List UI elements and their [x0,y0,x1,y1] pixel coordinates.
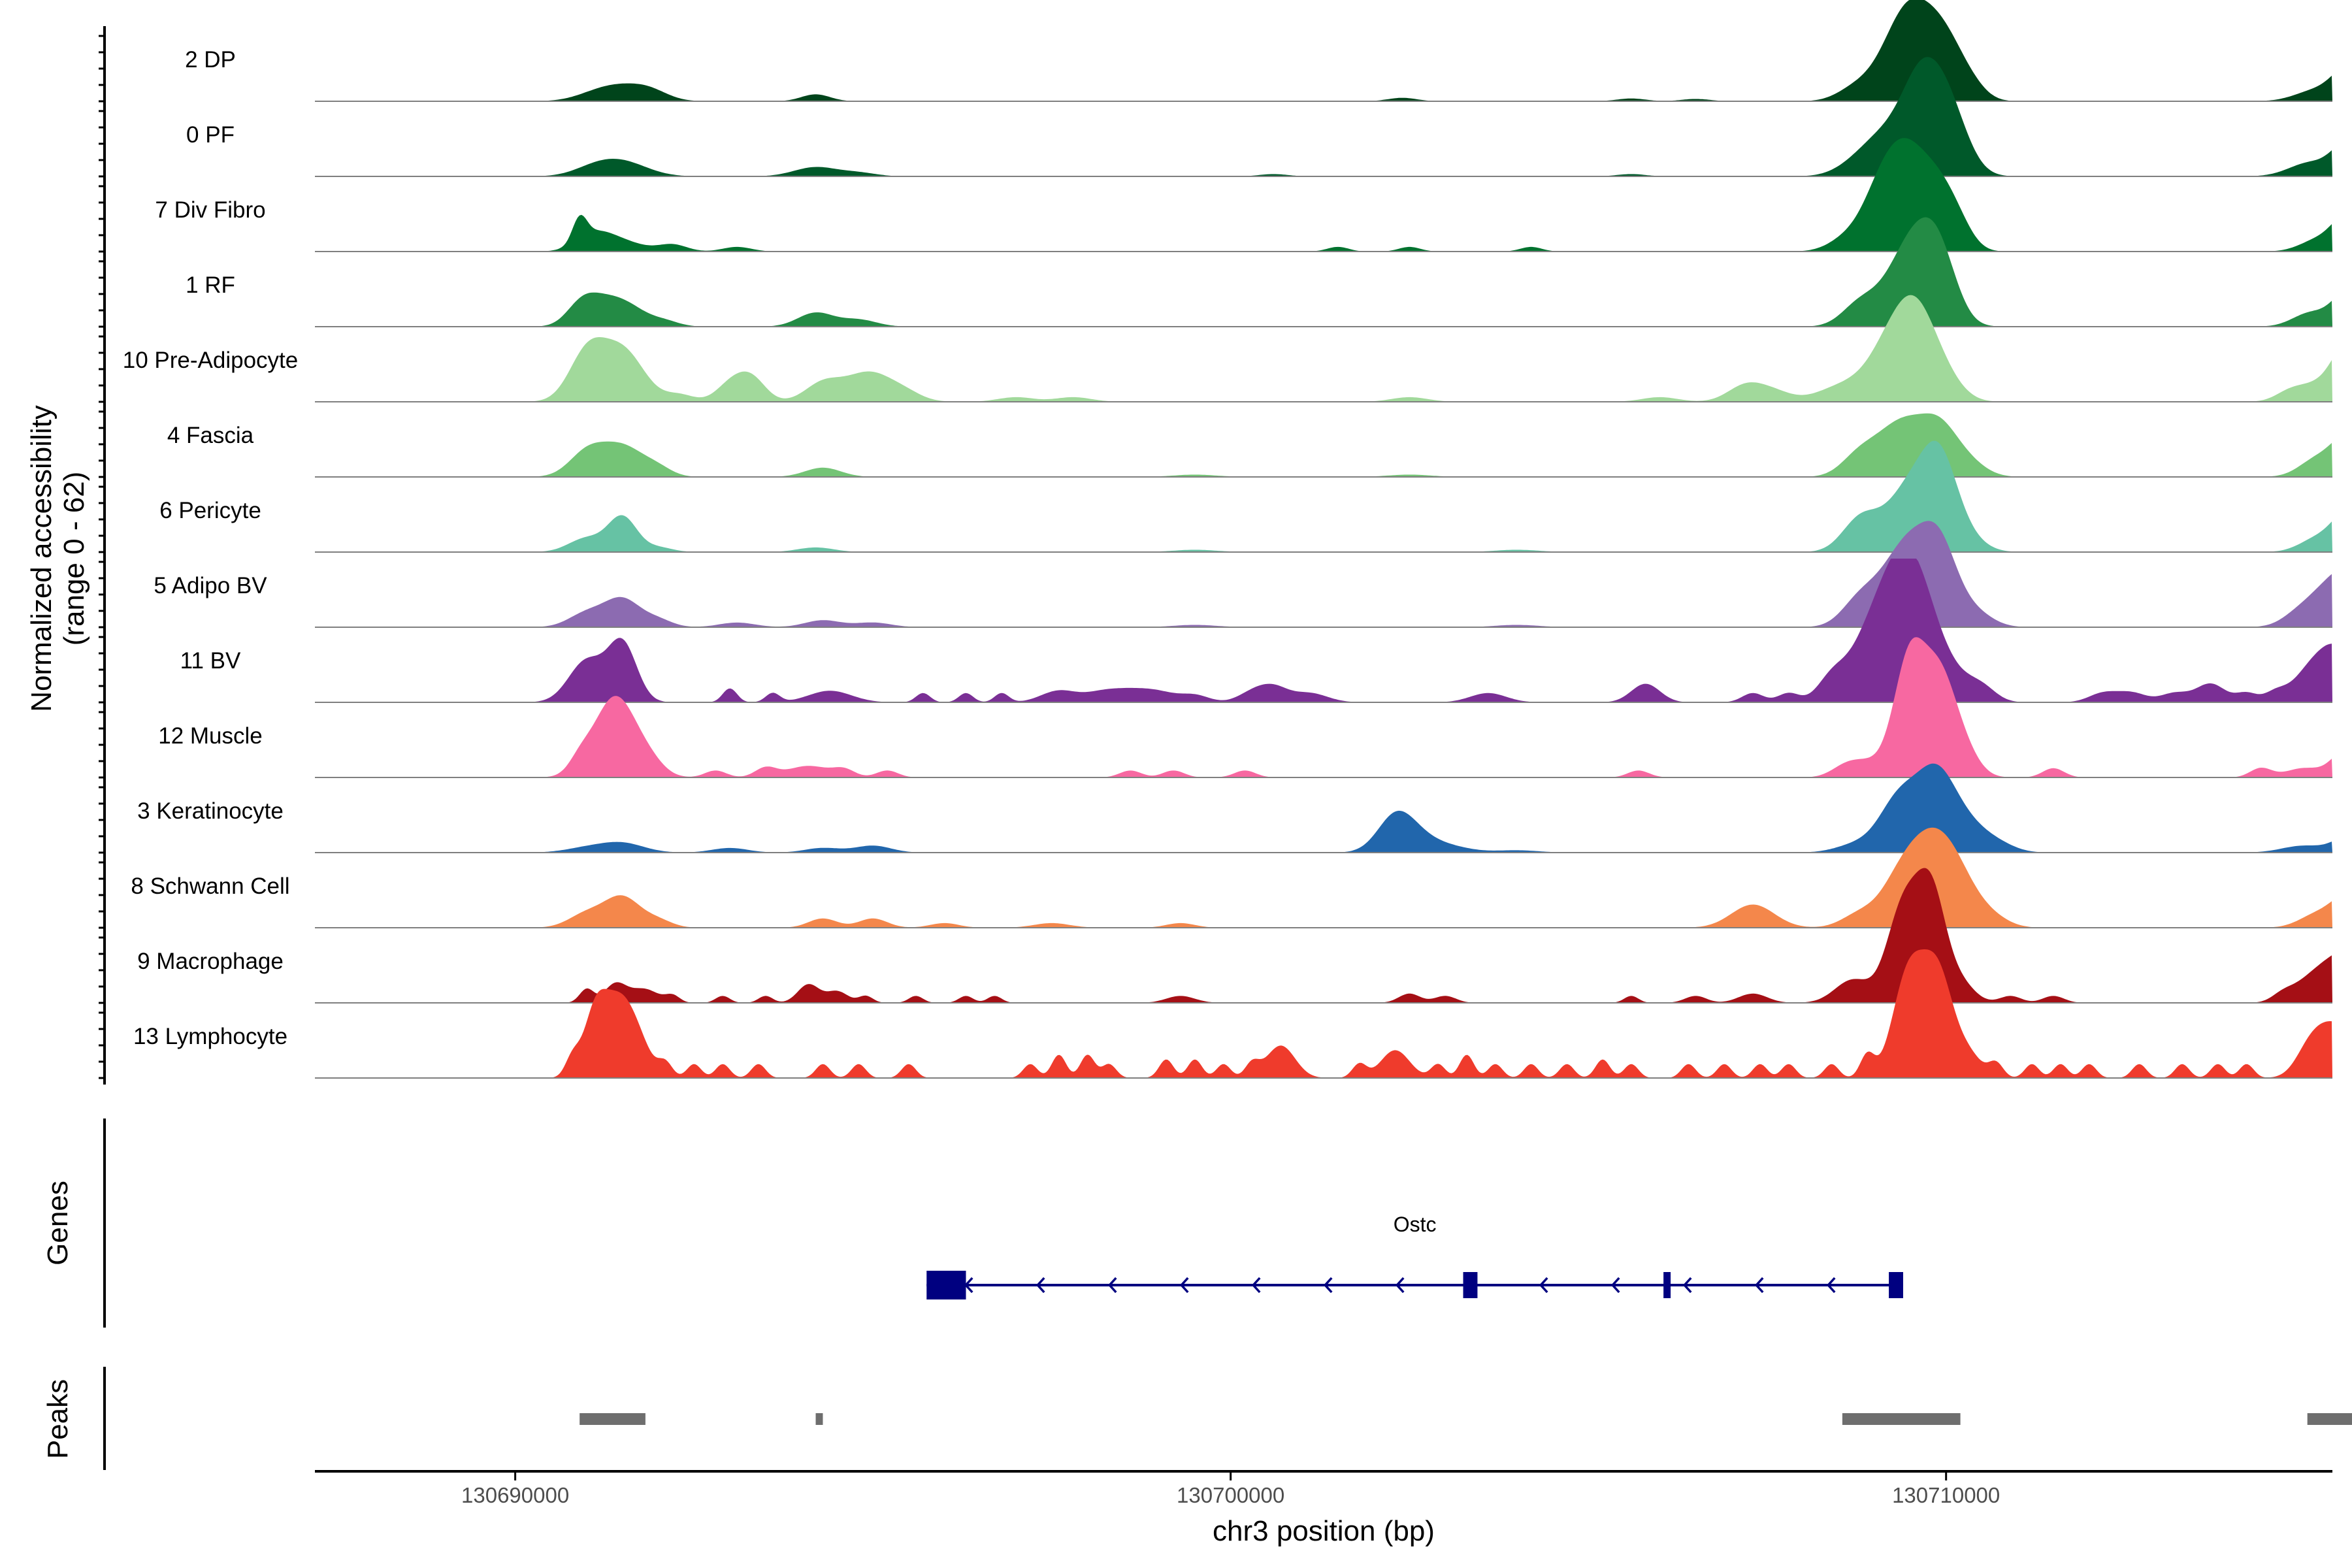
track-label: 0 PF [186,122,235,148]
track-5-adipo-bv: 5 Adipo BV [154,521,2332,628]
gene-ostc: Ostc [926,1213,1903,1299]
track-9-macrophage: 9 Macrophage [137,868,2332,1004]
strand-arrow [1754,1277,1764,1294]
track-label: 8 Schwann Cell [131,874,289,899]
coverage-area [315,295,2332,402]
track-7-div-fibro: 7 Div Fibro [155,138,2332,252]
track-2-dp: 2 DP [185,0,2332,102]
track-1-rf: 1 RF [186,217,2332,327]
track-3-keratinocyte: 3 Keratinocyte [137,763,2332,853]
gene-exon [1663,1272,1671,1298]
coverage-y-axis [99,26,106,1085]
track-label: 12 Muscle [158,723,263,749]
coverage-area [315,559,2332,702]
track-6-pericyte: 6 Pericyte [159,440,2332,553]
coverage-y-axis-title: Normalized accessibility [25,405,57,711]
x-tick-label: 130690000 [461,1483,569,1507]
peak-region [580,1413,645,1425]
track-label: 6 Pericyte [159,498,261,523]
coverage-area [315,57,2332,176]
peak-region [815,1413,823,1425]
strand-arrow [1395,1277,1405,1294]
genes-panel: Genes Ostc [42,1119,1903,1328]
gene-models: Ostc [926,1213,1903,1299]
track-4-fascia: 4 Fascia [167,413,2332,478]
x-axis-title: chr3 position (bp) [1213,1515,1435,1547]
track-label: 2 DP [185,47,236,73]
strand-arrow [1323,1277,1333,1294]
coverage-panel: Normalized accessibility (range 0 - 62) … [25,0,2332,1085]
strand-arrow [1610,1277,1620,1294]
x-axis: 130690000 130700000 130710000 chr3 positio… [315,1470,2332,1547]
coverage-area [315,637,2332,777]
track-label: 10 Pre-Adipocyte [123,348,298,373]
peaks-panel: Peaks [42,1367,2352,1470]
coverage-area [315,440,2332,552]
coverage-area [315,868,2332,1003]
strand-arrow [1179,1277,1189,1294]
coverage-area [315,217,2332,327]
coverage-area [315,413,2332,477]
track-label: 11 BV [180,648,241,674]
peak-region [2307,1413,2352,1425]
x-tick-label: 130710000 [1892,1483,2000,1507]
track-0-pf: 0 PF [186,57,2332,177]
strand-arrow [1826,1277,1836,1294]
track-11-bv: 11 BV [180,559,2332,703]
track-label: 1 RF [186,272,235,298]
coverage-area [315,138,2332,252]
track-13-lymphocyte: 13 Lymphocyte [133,949,2332,1079]
strand-arrow [1036,1277,1045,1294]
coverage-area [315,0,2332,101]
coverage-area [315,521,2332,627]
genes-panel-title: Genes [42,1181,74,1266]
track-label: 3 Keratinocyte [137,798,284,824]
track-label: 7 Div Fibro [155,197,265,223]
gene-name-label: Ostc [1394,1213,1437,1236]
coverage-y-axis-subtitle: (range 0 - 62) [58,472,90,646]
strand-arrow [1682,1277,1692,1294]
gene-exon [1463,1272,1478,1298]
track-label: 9 Macrophage [137,949,284,974]
coverage-tracks: 2 DP 0 PF 7 Div Fibro 1 RF 10 Pre-Adipocyte 4… [123,0,2332,1079]
track-12-muscle: 12 Muscle [158,637,2332,778]
gene-exon [926,1271,966,1299]
x-ticks: 130690000 130700000 130710000 [461,1471,2000,1507]
strand-arrow [1107,1277,1117,1294]
gene-exon [1889,1272,1903,1298]
track-label: 5 Adipo BV [154,573,267,598]
coverage-area [315,763,2332,853]
strand-arrow [1251,1277,1261,1294]
peak-regions [580,1413,2352,1425]
peak-region [1842,1413,1961,1425]
track-label: 4 Fascia [167,423,254,448]
track-10-pre-adipocyte: 10 Pre-Adipocyte [123,295,2332,402]
track-label: 13 Lymphocyte [133,1024,287,1049]
strand-arrow [1539,1277,1548,1294]
x-tick-label: 130700000 [1177,1483,1284,1507]
peaks-panel-title: Peaks [42,1379,74,1459]
coverage-area [315,949,2332,1078]
